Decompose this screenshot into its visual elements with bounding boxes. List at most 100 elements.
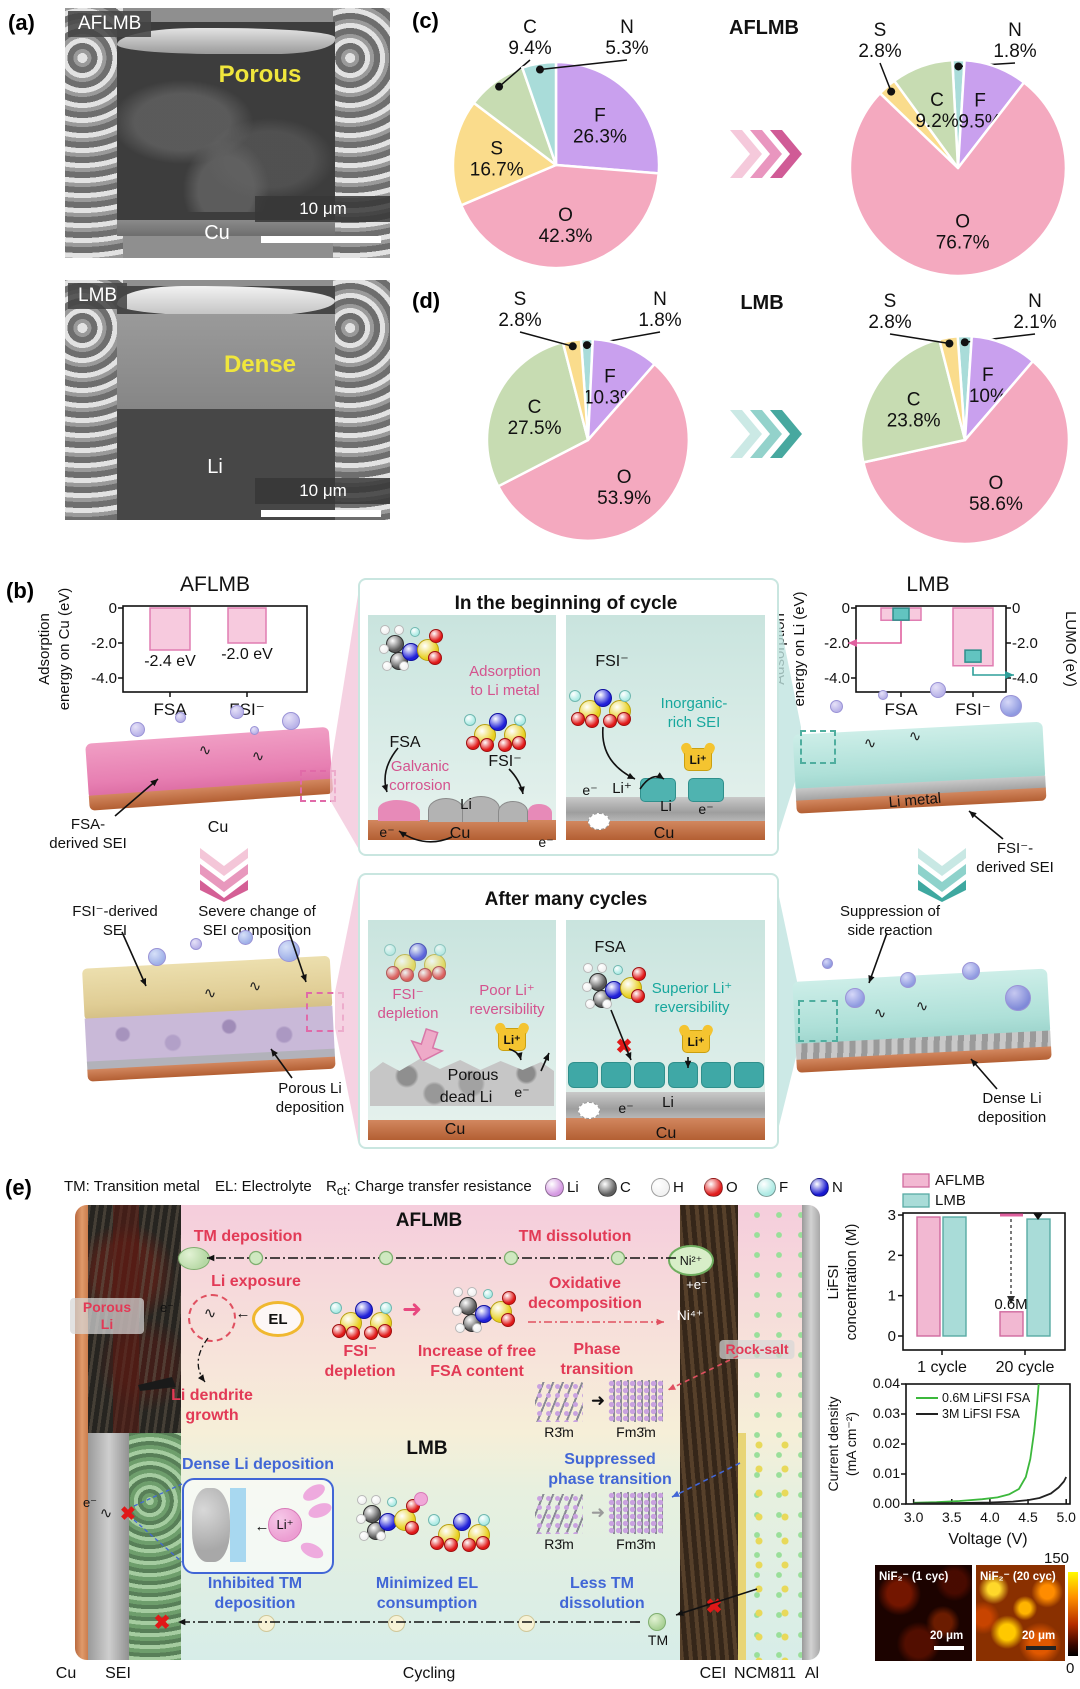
svg-text:0: 0 bbox=[842, 600, 850, 617]
li-ion-badge: Li⁺ bbox=[684, 748, 712, 771]
o-atom-legend-icon bbox=[704, 1178, 723, 1197]
sem-rough-edge bbox=[65, 8, 123, 258]
porous-li-deposition-label: Porous Li deposition bbox=[275, 1080, 345, 1116]
svg-text:2: 2 bbox=[888, 1247, 896, 1264]
map-scale-text: 20 μm bbox=[1022, 1630, 1056, 1642]
arrow-right-icon: ➜ bbox=[590, 1503, 606, 1522]
gas-bubble bbox=[900, 972, 916, 988]
svg-text:concentration (M): concentration (M) bbox=[843, 1224, 860, 1341]
li-label: Li bbox=[662, 1094, 674, 1111]
svg-text:F: F bbox=[982, 365, 994, 386]
svg-text:S: S bbox=[874, 20, 887, 41]
el-badge: EL bbox=[252, 1301, 304, 1337]
superior-reversibility-label: Superior Li⁺ reversibility bbox=[651, 980, 733, 1016]
O-atom bbox=[585, 714, 599, 728]
sei-block bbox=[733, 1062, 765, 1088]
F-atom bbox=[619, 690, 631, 702]
porous-label: Porous bbox=[447, 1067, 499, 1084]
N-atom bbox=[409, 943, 427, 961]
phase-transition-label: Phase transition bbox=[560, 1341, 634, 1378]
F-atom bbox=[384, 944, 396, 956]
sem-annotation: Dense bbox=[223, 351, 297, 378]
fsi-sei-label: FSI⁻-derived SEI bbox=[72, 903, 158, 939]
H-atom bbox=[380, 625, 390, 635]
galvanic-corrosion-label: Galvanic corrosion bbox=[389, 758, 451, 794]
li-mound bbox=[428, 798, 464, 822]
fsa-sei-label: FSA-derived SEI bbox=[49, 816, 127, 852]
li-dendrite-label: Li dendrite growth bbox=[171, 1387, 253, 1424]
svg-text:0.02: 0.02 bbox=[873, 1435, 900, 1451]
H-atom bbox=[453, 1287, 463, 1297]
squiggle-icon: ∿ bbox=[99, 1505, 113, 1522]
dense-li-inset-box: ← Li⁺ bbox=[182, 1478, 334, 1574]
bottom-ncm811-label: NCM811 bbox=[734, 1665, 796, 1682]
O-atom bbox=[466, 736, 480, 750]
svg-text:N: N bbox=[1008, 20, 1022, 41]
F-atom bbox=[483, 1289, 493, 1299]
corrosion-deposit bbox=[378, 800, 420, 821]
squiggle-icon: ∿ bbox=[908, 728, 922, 745]
fsi-molecule bbox=[424, 1500, 490, 1552]
panel-a-label: (a) bbox=[8, 10, 35, 35]
panel-b-label: (b) bbox=[6, 578, 35, 603]
map-scale-bar bbox=[934, 1646, 964, 1650]
svg-text:1 cycle: 1 cycle bbox=[917, 1359, 967, 1376]
H-atom bbox=[371, 1495, 381, 1505]
O-atom bbox=[462, 1538, 476, 1552]
F-atom bbox=[569, 690, 581, 702]
F-atom bbox=[514, 714, 526, 726]
svg-text:AFLMB: AFLMB bbox=[935, 1172, 985, 1189]
sem-tag: LMB bbox=[68, 283, 128, 309]
li-ellipse bbox=[306, 1500, 334, 1521]
svg-text:(mA cm⁻²): (mA cm⁻²) bbox=[843, 1412, 859, 1476]
svg-text:energy on Li (eV): energy on Li (eV) bbox=[791, 591, 808, 706]
panel-d-title: LMB bbox=[740, 292, 784, 314]
fsi-depletion-label: FSI⁻ depletion bbox=[377, 986, 439, 1022]
panel-c-label: (c) bbox=[412, 8, 439, 33]
H-atom bbox=[376, 1531, 386, 1541]
ni2-badge: Ni²⁺ bbox=[668, 1245, 714, 1276]
N-atom bbox=[594, 689, 612, 707]
svg-text:LiFSI: LiFSI bbox=[825, 1264, 842, 1299]
scale-bar bbox=[261, 236, 381, 243]
sem-dense-layer bbox=[117, 314, 335, 409]
sem-porous-texture bbox=[117, 62, 335, 212]
svg-text:58.6%: 58.6% bbox=[969, 494, 1023, 515]
svg-text:0.00: 0.00 bbox=[873, 1495, 900, 1511]
li-ion-dot bbox=[414, 1492, 428, 1506]
fsa-molecule bbox=[448, 1282, 516, 1333]
li-layer bbox=[566, 1092, 765, 1120]
li-ion-circle: Li⁺ bbox=[268, 1508, 302, 1542]
gas-bubble bbox=[250, 726, 259, 735]
dense-li-deposition-label: Dense Li deposition bbox=[181, 1456, 335, 1473]
h-atom-legend-icon bbox=[651, 1178, 670, 1197]
svg-text:2.8%: 2.8% bbox=[868, 312, 911, 333]
H-atom bbox=[467, 1287, 477, 1297]
zoom-region-teal bbox=[800, 730, 836, 764]
less-tm-label: Less TM dissolution bbox=[559, 1575, 645, 1612]
pie-chart-lmb-before: N 1.8% F 10.3% O 53.9% C 27.5% S 2.8% bbox=[428, 285, 758, 585]
fsa-label: FSA bbox=[594, 939, 626, 956]
cu-floor bbox=[368, 1120, 556, 1140]
squiggle-icon: ∿ bbox=[203, 1305, 217, 1322]
li-exposure-label: Li exposure bbox=[211, 1273, 301, 1290]
colorbar-min: 0 bbox=[1066, 1660, 1075, 1677]
tm-label: TM bbox=[647, 1632, 669, 1648]
sem-cross-section bbox=[117, 286, 335, 520]
svg-text:LUMO (eV): LUMO (eV) bbox=[1062, 611, 1079, 687]
oxidative-label: Oxidative decomposition bbox=[528, 1275, 642, 1312]
inhibited-tm-label: Inhibited TM deposition bbox=[207, 1575, 303, 1612]
O-atom bbox=[444, 1538, 458, 1552]
svg-text:S: S bbox=[514, 289, 527, 310]
svg-text:1: 1 bbox=[888, 1288, 896, 1305]
squiggle-icon: ∿ bbox=[251, 748, 265, 765]
after-title: After many cycles bbox=[484, 889, 648, 910]
cathode-li-sites bbox=[746, 1433, 802, 1660]
svg-text:2.8%: 2.8% bbox=[498, 310, 541, 331]
atom-legend-label: H bbox=[673, 1179, 684, 1196]
O-atom bbox=[512, 736, 526, 750]
squiggle-icon: ∿ bbox=[915, 998, 929, 1015]
svg-text:S: S bbox=[884, 291, 897, 312]
tm-deposit-blob bbox=[178, 1247, 210, 1270]
